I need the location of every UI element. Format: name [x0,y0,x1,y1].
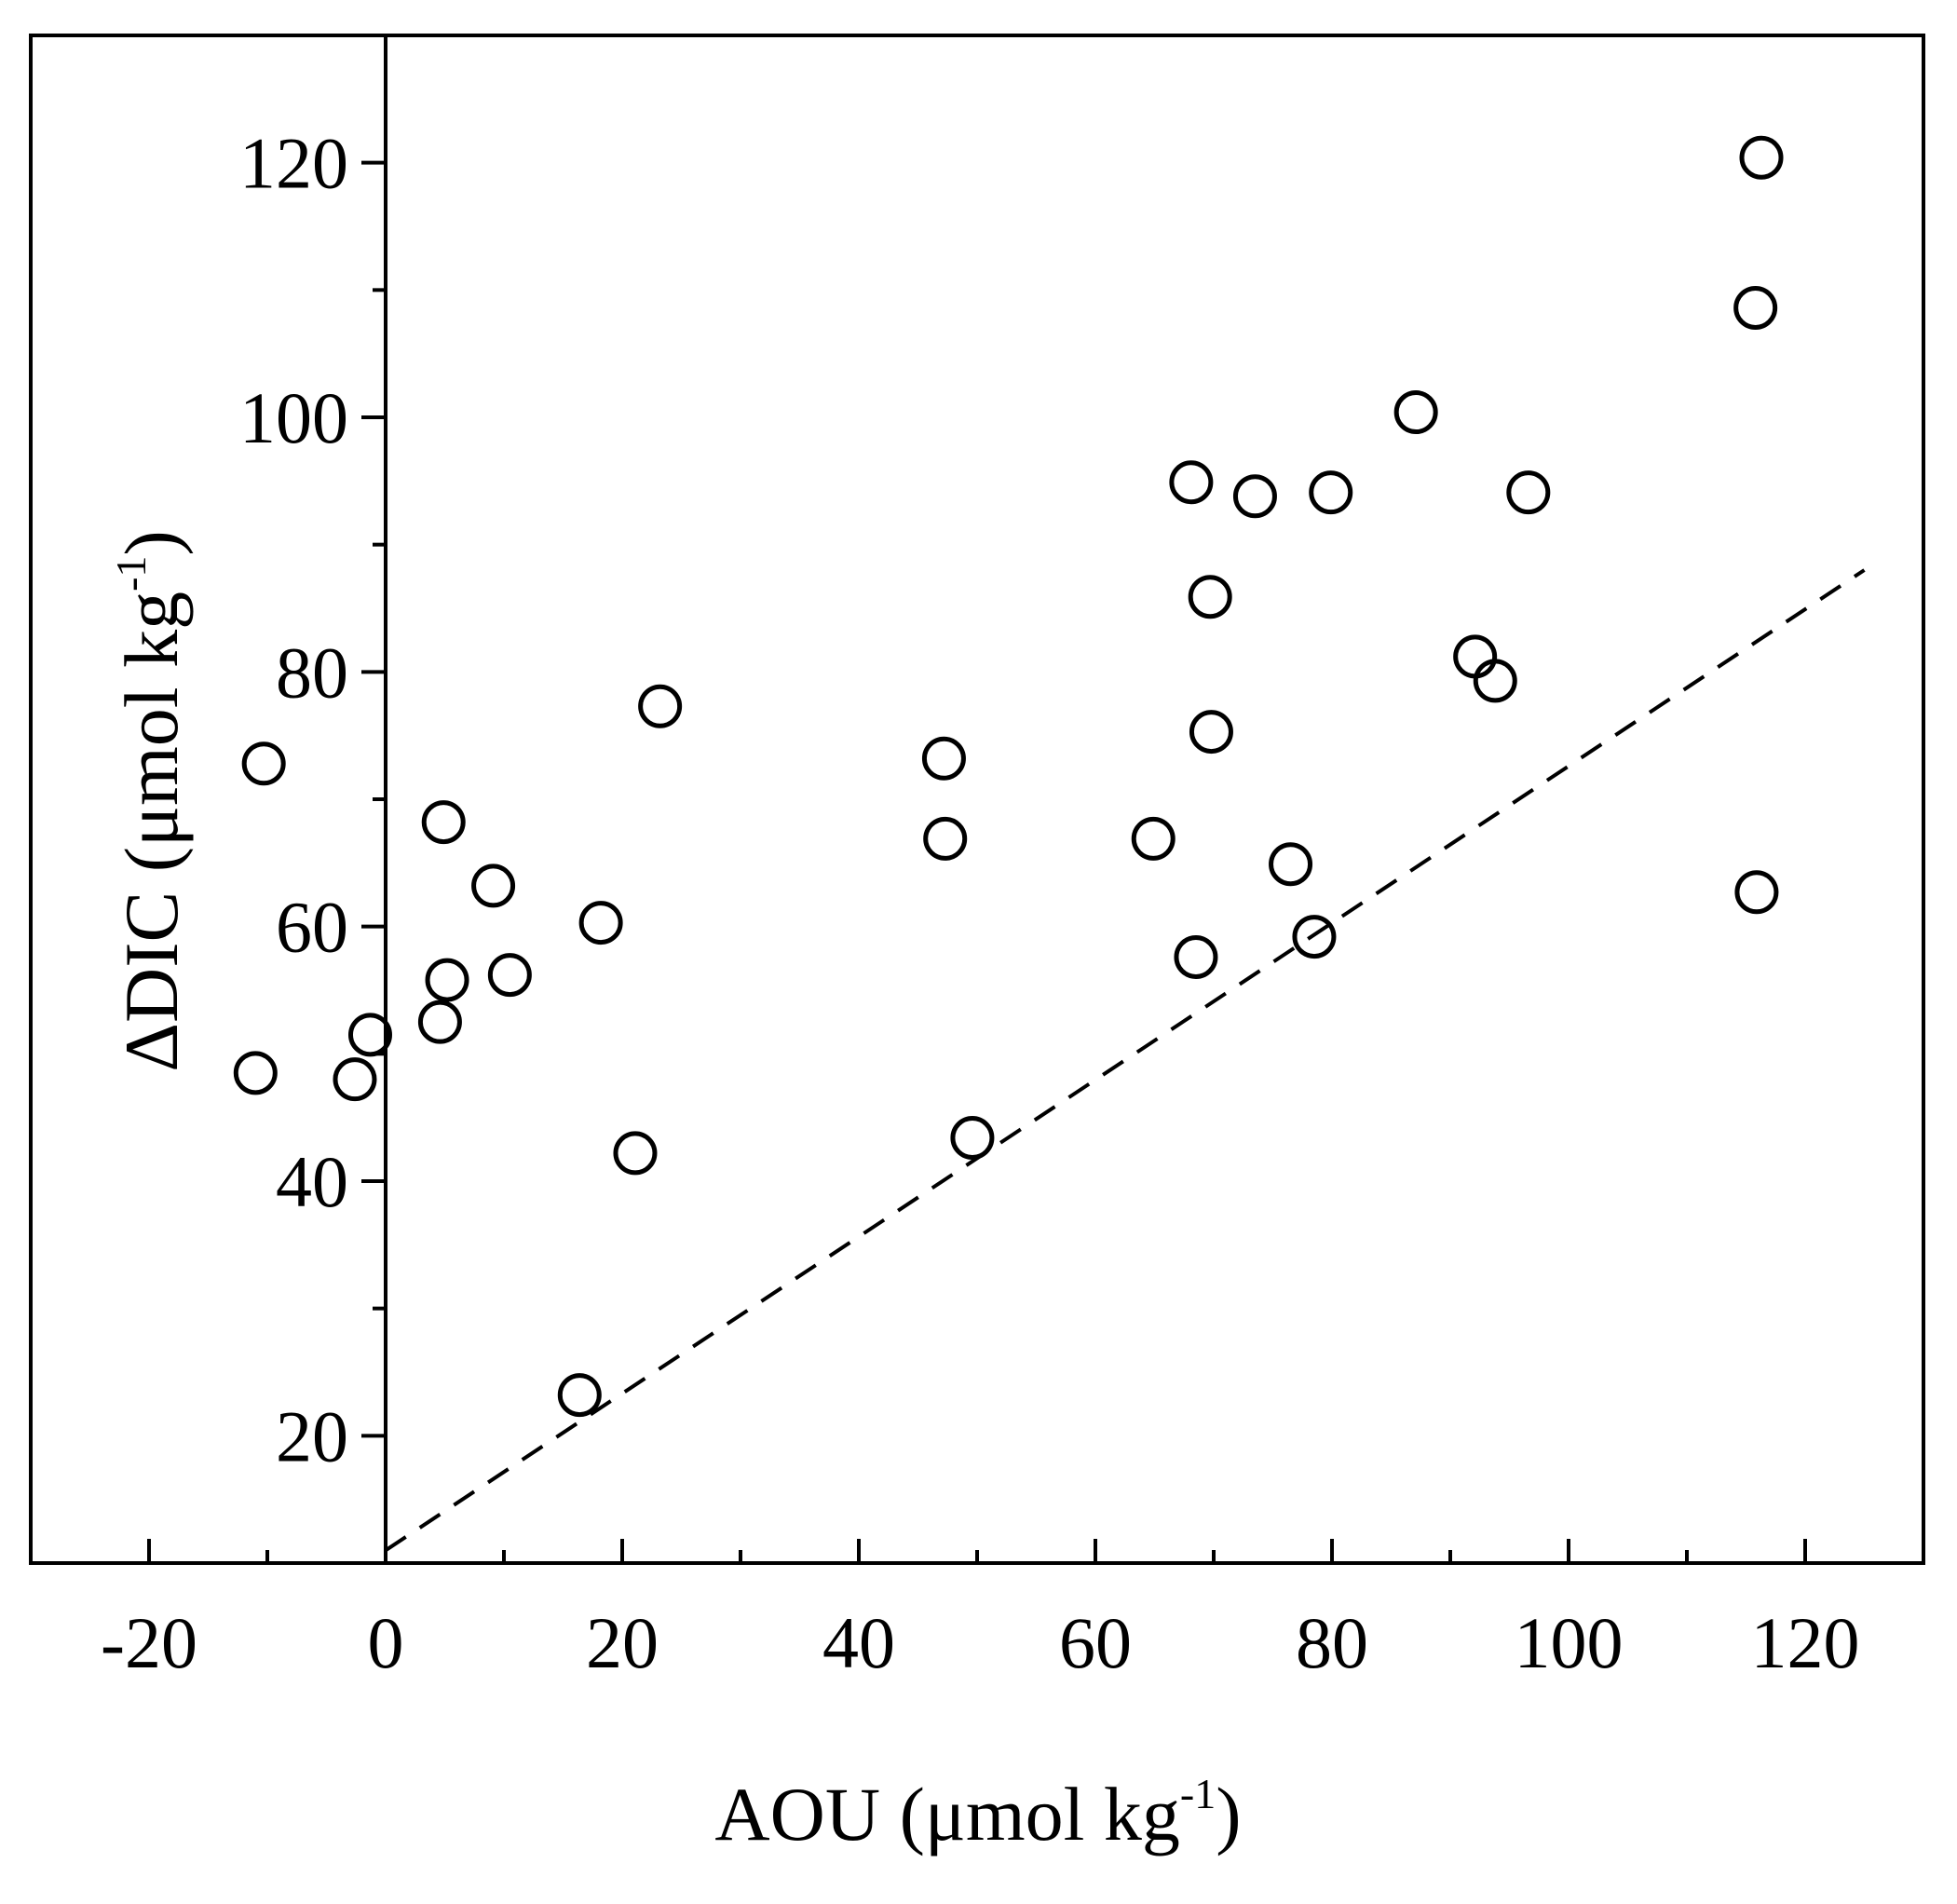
data-point [487,953,532,998]
data-point [421,800,466,845]
y-tick-label: 80 [276,632,348,713]
data-series [233,135,1866,1553]
data-point [923,816,968,861]
data-point [241,741,286,786]
data-point [557,1373,602,1418]
y-axis-ticks [361,160,386,1438]
x-tick-label: 60 [1059,1602,1132,1683]
data-point [1292,915,1337,959]
y-tick-label: 60 [276,887,348,968]
x-tick-label: 40 [822,1602,895,1683]
x-tick-label: 120 [1751,1602,1860,1683]
data-point [425,958,469,1002]
data-point [1473,659,1517,703]
x-tick-label: -20 [101,1602,197,1683]
x-tick-label: 20 [586,1602,659,1683]
data-point [1733,285,1778,330]
x-axis-tick-labels: -20 0 20 40 60 80 100 120 [101,1602,1859,1683]
y-axis-title: ΔDIC (μmol kg-1) [107,530,194,1071]
x-tick-label: 80 [1296,1602,1368,1683]
y-tick-label: 120 [239,123,348,204]
data-point [1453,634,1498,679]
y-tick-label: 40 [276,1141,348,1222]
y-tick-label: 20 [276,1395,348,1476]
data-point [1506,470,1551,515]
data-point [1131,816,1176,861]
data-point [1232,474,1277,519]
data-point [1174,934,1218,979]
data-point [1393,390,1438,435]
data-point [471,864,516,908]
y-tick-label: 100 [239,377,348,458]
data-point [1189,710,1233,755]
plot-frame [29,34,1925,1565]
data-point [1734,870,1779,915]
x-tick-label: 0 [368,1602,404,1683]
data-point [578,901,623,945]
data-point [921,736,966,781]
data-point [1269,842,1313,887]
data-point [333,1057,377,1102]
data-point [638,684,683,728]
x-axis-title: AOU (μmol kg-1) [714,1770,1241,1856]
data-point [1188,575,1232,619]
data-point [1309,470,1353,515]
data-point [1739,135,1784,180]
data-point [1169,460,1214,505]
data-point [347,1013,392,1057]
data-point [233,1051,278,1095]
reference-dashed-line [384,568,1866,1553]
x-axis-ticks [147,1539,1807,1563]
y-axis-tick-labels: 20 40 60 80 100 120 [239,123,348,1477]
data-point [950,1116,995,1161]
data-point [417,1000,462,1044]
x-tick-label: 100 [1515,1602,1624,1683]
data-point [613,1131,658,1176]
